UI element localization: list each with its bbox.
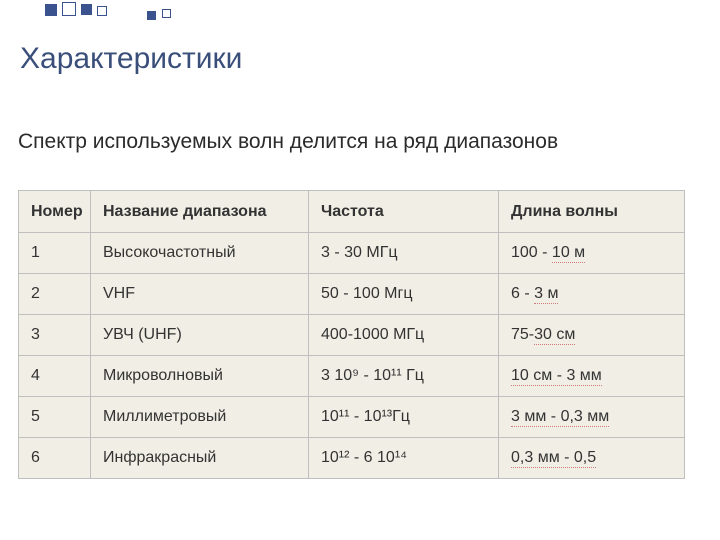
- cell-wavelength: 3 мм - 0,3 мм: [499, 397, 685, 437]
- cell-name: УВЧ (UHF): [91, 315, 309, 355]
- col-header-number: Номер: [19, 191, 91, 232]
- cell-frequency: 50 - 100 Мгц: [309, 274, 499, 314]
- cell-name: Высокочастотный: [91, 233, 309, 273]
- wave-underlined: 3 мм - 0,3 мм: [511, 408, 609, 427]
- deco-square: [162, 9, 171, 18]
- deco-square: [45, 4, 57, 16]
- wave-underlined: 0,3 мм - 0,5: [511, 449, 596, 468]
- table-row: 2VHF50 - 100 Мгц6 - 3 м: [19, 274, 685, 315]
- wave-underlined: 30 см: [534, 326, 575, 345]
- cell-name: VHF: [91, 274, 309, 314]
- cell-wavelength: 6 - 3 м: [499, 274, 685, 314]
- table-row: 4Микроволновый3 10⁹ - 10¹¹ Гц 10 см - 3 м…: [19, 356, 685, 397]
- cell-name: Микроволновый: [91, 356, 309, 396]
- slide-corner-decoration: [22, 0, 172, 24]
- wave-pre: 100 -: [511, 244, 552, 261]
- cell-number: 5: [19, 397, 91, 437]
- cell-number: 2: [19, 274, 91, 314]
- deco-square: [97, 6, 107, 16]
- table-row: 5Миллиметровый10¹¹ - 10¹³Гц 3 мм - 0,3 мм: [19, 397, 685, 438]
- col-header-wave: Длина волны: [499, 191, 685, 232]
- deco-square: [147, 11, 156, 20]
- cell-wavelength: 0,3 мм - 0,5: [499, 438, 685, 478]
- wave-pre: 6 -: [511, 285, 534, 302]
- wave-underlined: 10 см - 3 мм: [511, 367, 602, 386]
- table-row: 3УВЧ (UHF)400-1000 МГц75-30 см: [19, 315, 685, 356]
- cell-frequency: 400-1000 МГц: [309, 315, 499, 355]
- cell-wavelength: 100 - 10 м: [499, 233, 685, 273]
- cell-number: 3: [19, 315, 91, 355]
- cell-number: 6: [19, 438, 91, 478]
- cell-number: 4: [19, 356, 91, 396]
- table-row: 6Инфракрасный10¹² - 6 10¹⁴ 0,3 мм - 0,5: [19, 438, 685, 479]
- cell-name: Миллиметровый: [91, 397, 309, 437]
- slide-title: Характеристики: [20, 42, 242, 76]
- cell-frequency: 10¹¹ - 10¹³Гц: [309, 397, 499, 437]
- table-row: 1Высокочастотный3 - 30 МГц100 - 10 м: [19, 233, 685, 274]
- slide-subtitle: Спектр используемых волн делится на ряд …: [18, 130, 558, 154]
- deco-square: [62, 2, 76, 16]
- cell-name: Инфракрасный: [91, 438, 309, 478]
- wave-pre: 75-: [511, 326, 534, 343]
- wave-underlined: 10 м: [552, 244, 585, 263]
- col-header-name: Название диапазона: [91, 191, 309, 232]
- table-header-row: Номер Название диапазона Частота Длина в…: [19, 191, 685, 233]
- deco-square: [81, 4, 92, 15]
- cell-wavelength: 10 см - 3 мм: [499, 356, 685, 396]
- cell-frequency: 3 10⁹ - 10¹¹ Гц: [309, 356, 499, 396]
- bands-table: Номер Название диапазона Частота Длина в…: [18, 190, 685, 479]
- cell-frequency: 10¹² - 6 10¹⁴: [309, 438, 499, 478]
- cell-wavelength: 75-30 см: [499, 315, 685, 355]
- col-header-freq: Частота: [309, 191, 499, 232]
- cell-frequency: 3 - 30 МГц: [309, 233, 499, 273]
- wave-underlined: 3 м: [534, 285, 558, 304]
- cell-number: 1: [19, 233, 91, 273]
